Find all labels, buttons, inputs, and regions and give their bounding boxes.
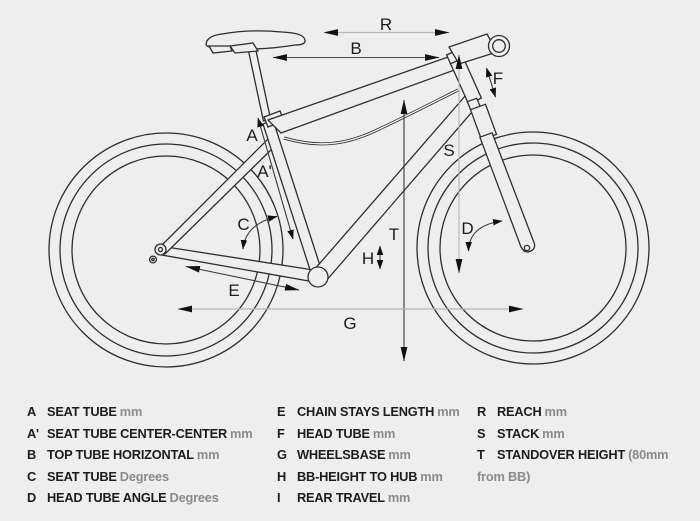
legend-unit: mm bbox=[544, 404, 568, 419]
legend-name: WHEELSBASE bbox=[297, 447, 386, 463]
legend-unit: mm bbox=[388, 447, 411, 463]
legend-row-S: S STACK mm bbox=[477, 423, 677, 445]
fork-crown bbox=[469, 103, 498, 141]
label-E: E bbox=[228, 281, 239, 300]
legend-row-I: I REAR TRAVEL mm bbox=[277, 487, 469, 509]
legend-column-1: A SEAT TUBE mm A' SEAT TUBE CENTER-CENTER mm… bbox=[27, 401, 273, 509]
dim-seat-tube-A bbox=[257, 117, 294, 240]
legend-unit: mm bbox=[230, 425, 253, 441]
legend-name: CHAIN STAYS LENGTH bbox=[297, 404, 435, 419]
legend-name: STACK bbox=[497, 425, 540, 441]
legend-unit: Degrees bbox=[169, 490, 219, 506]
legend-unit: mm bbox=[420, 468, 443, 484]
label-G: G bbox=[343, 314, 356, 333]
front-dropout bbox=[523, 244, 531, 252]
seat-post bbox=[246, 43, 272, 122]
legend-row-A: A SEAT TUBE mm bbox=[27, 401, 273, 423]
legend-row-C: C SEAT TUBE Degrees bbox=[27, 466, 273, 488]
geometry-legend: A SEAT TUBE mm A' SEAT TUBE CENTER-CENTER mm… bbox=[0, 401, 700, 521]
saddle-clamp bbox=[228, 42, 260, 54]
legend-code: T bbox=[477, 447, 485, 463]
dim-head-angle-D bbox=[465, 218, 503, 252]
legend-unit: mm bbox=[196, 447, 220, 463]
legend-unit: mm bbox=[372, 425, 396, 441]
dimension-lines bbox=[177, 29, 524, 362]
label-C: C bbox=[237, 215, 249, 234]
handlebar-grip-inner bbox=[492, 39, 506, 53]
top-tube bbox=[266, 55, 462, 134]
brake-cable bbox=[283, 88, 459, 146]
legend-row-R: R REACH mm bbox=[477, 401, 677, 423]
label-B: B bbox=[350, 39, 361, 58]
legend-row-A-prime: A' SEAT TUBE CENTER-CENTER mm bbox=[27, 423, 273, 445]
label-H: H bbox=[362, 249, 374, 268]
legend-code: A bbox=[27, 404, 37, 419]
front-wheel bbox=[416, 131, 650, 365]
legend-name: HEAD TUBE bbox=[297, 425, 370, 441]
bike-geometry-diagram: R B S T G E H F A A' C D bbox=[48, 15, 650, 368]
legend-name: HEAD TUBE ANGLE bbox=[47, 490, 167, 506]
dimension-labels: R B S T G E H F A A' C D bbox=[228, 15, 503, 333]
label-R: R bbox=[380, 15, 392, 34]
legend-unit: mm bbox=[387, 490, 411, 506]
legend-row-G: G WHEELSBASE mm bbox=[277, 444, 469, 466]
legend-code: G bbox=[277, 447, 287, 463]
rear-wheel bbox=[48, 132, 284, 368]
legend-unit: Degrees bbox=[119, 468, 169, 484]
legend-unit: mm bbox=[437, 404, 460, 419]
legend-code: H bbox=[277, 468, 287, 484]
label-T: T bbox=[389, 225, 399, 244]
legend-column-3: R REACH mm S STACK mm T STANDOVER HEIGHT (80mm… bbox=[477, 401, 677, 487]
saddle-rail bbox=[207, 45, 233, 54]
legend-code: A' bbox=[27, 425, 39, 441]
legend-name: SEAT TUBE bbox=[47, 404, 117, 419]
label-F: F bbox=[493, 69, 503, 88]
legend-row-E: E CHAIN STAYS LENGTH mm bbox=[277, 401, 469, 423]
label-A-prime: A' bbox=[257, 162, 272, 181]
legend-row-D: D HEAD TUBE ANGLE Degrees bbox=[27, 487, 273, 509]
label-D: D bbox=[461, 219, 473, 238]
legend-row-T: T STANDOVER HEIGHT (80mm from BB) bbox=[477, 444, 677, 487]
legend-name: TOP TUBE HORIZONTAL bbox=[47, 447, 194, 463]
legend-code: E bbox=[277, 404, 286, 419]
legend-name: REACH bbox=[497, 404, 542, 419]
legend-code: C bbox=[27, 468, 37, 484]
seat-stay bbox=[159, 134, 280, 255]
legend-code: D bbox=[27, 490, 37, 506]
legend-code: R bbox=[477, 404, 487, 419]
legend-unit: (80mm from BB) bbox=[477, 447, 669, 484]
legend-row-B: B TOP TUBE HORIZONTAL mm bbox=[27, 444, 273, 466]
legend-name: REAR TRAVEL bbox=[297, 490, 385, 506]
legend-code: F bbox=[277, 425, 285, 441]
legend-code: B bbox=[27, 447, 37, 463]
label-A: A bbox=[246, 126, 258, 145]
legend-code: I bbox=[277, 490, 281, 506]
down-tube bbox=[313, 94, 479, 282]
bottom-bracket bbox=[307, 266, 329, 288]
dim-chainstay-E bbox=[185, 265, 300, 291]
legend-row-F: F HEAD TUBE mm bbox=[277, 423, 469, 445]
legend-name: SEAT TUBE bbox=[47, 468, 117, 484]
legend-name: BB-HEIGHT TO HUB bbox=[297, 468, 418, 484]
fork-lower-leg bbox=[479, 131, 536, 253]
rear-dropout bbox=[148, 243, 167, 264]
dim-head-tube-F bbox=[485, 67, 497, 98]
legend-name: STANDOVER HEIGHT bbox=[497, 447, 626, 463]
legend-row-H: H BB-HEIGHT TO HUB mm bbox=[277, 466, 469, 488]
legend-code: S bbox=[477, 425, 486, 441]
legend-column-2: E CHAIN STAYS LENGTH mm F HEAD TUBE mm G WHEE… bbox=[277, 401, 469, 509]
dim-seat-angle-C bbox=[240, 215, 278, 250]
legend-unit: mm bbox=[119, 404, 143, 419]
legend-name: SEAT TUBE CENTER-CENTER bbox=[47, 425, 228, 441]
legend-unit: mm bbox=[542, 425, 565, 441]
label-S: S bbox=[443, 141, 454, 160]
